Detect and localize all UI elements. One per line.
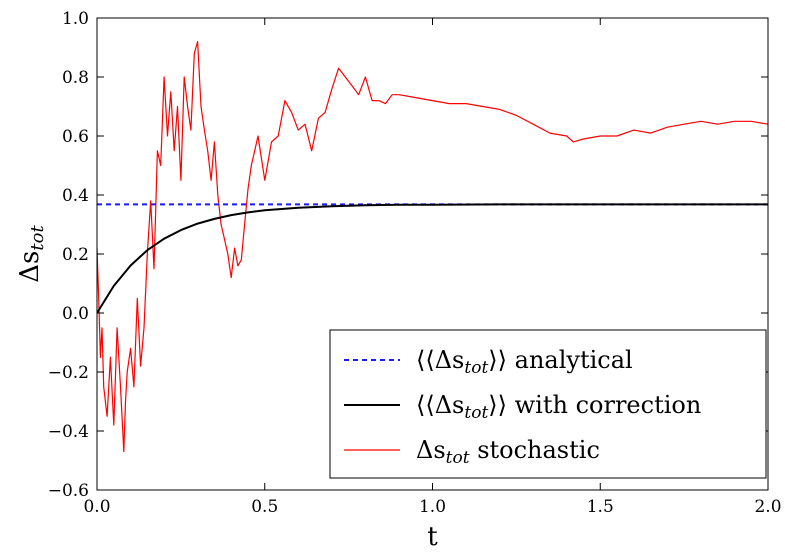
y-tick-label: −0.4 [48, 422, 89, 442]
axes: 0.0 0.5 1.0 1.5 2.0 −0.6 −0.4 −0.2 0.0 0.2 0.4 0.6 0… [15, 9, 782, 552]
label-part: stochastic [470, 436, 600, 464]
legend: ⟨⟨Δstot⟩⟩ analytical⟨⟨Δstot⟩⟩ with corre… [329, 329, 767, 479]
label-part: ⟩⟩ analytical [488, 346, 632, 374]
legend-label: ⟨⟨Δstot⟩⟩ with correction [416, 391, 701, 423]
y-tick-label: 0.0 [62, 304, 89, 324]
label-subscript: tot [446, 448, 470, 468]
y-tick-label: −0.6 [48, 481, 89, 501]
label-part: Δs [416, 436, 446, 464]
legend-label: Δstot stochastic [416, 436, 600, 468]
plot-area [97, 40, 768, 453]
x-tick-label: 0.0 [83, 497, 110, 517]
legend-item-correction: ⟨⟨Δstot⟩⟩ with correction [344, 391, 701, 423]
label-subscript: tot [464, 358, 488, 378]
label-subscript: tot [27, 225, 48, 251]
x-tick-label: 2.0 [754, 497, 781, 517]
label-part: Δs [15, 251, 45, 283]
y-tick-label: 1.0 [62, 9, 89, 29]
y-tick-label: 0.6 [62, 127, 89, 147]
y-tick-label: 0.2 [62, 245, 89, 265]
legend-item-analytical: ⟨⟨Δstot⟩⟩ analytical [344, 346, 633, 378]
x-tick-label: 1.0 [419, 497, 446, 517]
label-subscript: tot [464, 403, 488, 423]
legend-item-stochastic: Δstot stochastic [344, 436, 600, 468]
label-part: ⟩⟩ with correction [488, 391, 701, 419]
stochastic-line [97, 40, 768, 453]
y-tick-label: 0.4 [62, 186, 89, 206]
label-part: ⟨⟨Δs [416, 346, 464, 374]
y-tick-label: −0.2 [48, 363, 89, 383]
y-axis-label: Δstot [15, 225, 48, 283]
x-axis-label: t [427, 522, 438, 548]
legend-box [329, 329, 767, 479]
x-tick-label: 1.5 [587, 497, 614, 517]
x-tick-label: 0.5 [251, 497, 278, 517]
y-tick-label: 0.8 [62, 68, 89, 88]
correction-curve [97, 203, 768, 314]
legend-label: ⟨⟨Δstot⟩⟩ analytical [416, 346, 633, 378]
label-part: ⟨⟨Δs [416, 391, 464, 419]
